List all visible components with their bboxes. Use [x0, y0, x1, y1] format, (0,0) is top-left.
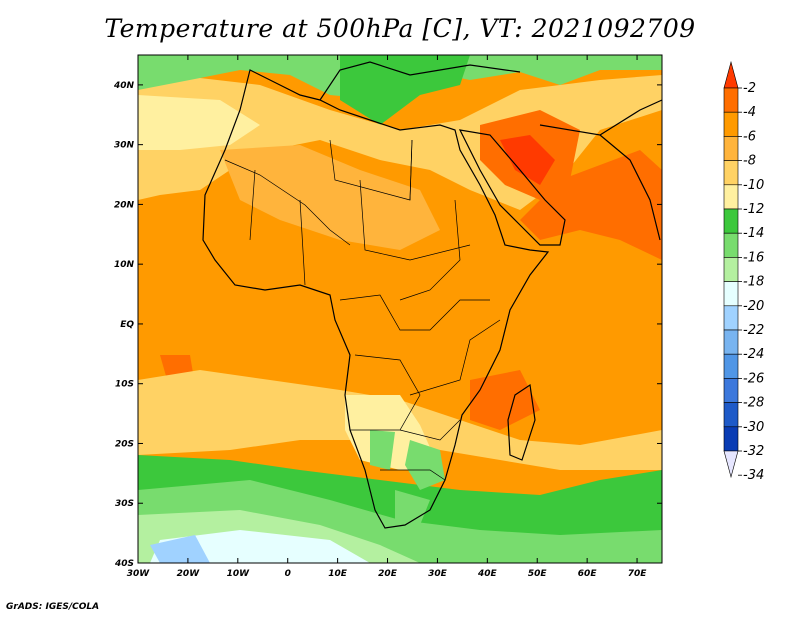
colorbar-label: -26 [743, 371, 764, 386]
colorbar-label: -16 [743, 250, 764, 265]
lon-tick-label: 10E [328, 569, 348, 579]
colorbar-swatch [723, 111, 739, 137]
colorbar-swatch [723, 232, 739, 258]
lat-tick-label: 30N [114, 141, 135, 151]
colorbar-swatch [723, 305, 739, 331]
colorbar-label: -28 [743, 396, 764, 411]
lat-tick-label: 10S [115, 380, 134, 390]
colorbar-label: -24 [743, 347, 764, 362]
colorbar-label: -6 [743, 129, 756, 144]
lon-tick-label: 40E [477, 569, 498, 579]
longitude-axis: 30W 20W 10W 0 10E 20E 30E 40E 50E 60E 70E [127, 55, 647, 579]
colorbar-swatch [723, 281, 739, 307]
colorbar-swatch [723, 257, 739, 282]
lat-tick-label: 10N [114, 260, 135, 270]
lon-tick-label: 10W [227, 569, 251, 579]
colorbar-label: -22 [743, 323, 764, 338]
lat-tick-label: 20N [114, 200, 135, 210]
colorbar-swatch [723, 136, 739, 161]
lon-tick-label: 20E [378, 569, 398, 579]
colorbar-label: -2 [743, 81, 756, 96]
colorbar-swatch [723, 426, 739, 452]
plot-frame [137, 54, 663, 564]
colorbar-label: -18 [743, 275, 764, 290]
colorbar-label: -34 [743, 468, 764, 483]
colorbar-swatch [723, 208, 739, 234]
coastlines [202, 61, 662, 529]
colorbar-label: -32 [743, 444, 764, 459]
colorbar-label: -8 [743, 154, 756, 169]
colorbar: -2 -4 -6 -8 -10 -12 -14 -16 -18 -20 -22 -24 -26 -28 -3… [723, 60, 764, 483]
lat-tick-label: EQ [120, 320, 134, 330]
colorbar-bottom-arrow [723, 450, 739, 479]
lat-tick-label: 40S [114, 559, 134, 569]
colorbar-label: -10 [743, 178, 764, 193]
colorbar-label: -14 [743, 226, 764, 241]
colorbar-label: -20 [743, 299, 764, 314]
lon-tick-label: 30E [428, 569, 448, 579]
lon-tick-label: 30W [127, 569, 151, 579]
colorbar-swatch [723, 184, 739, 210]
lon-tick-label: 0 [285, 569, 291, 579]
latitude-axis: 40N 30N 20N 10N EQ 10S 20S 30S 40S [113, 81, 662, 569]
colorbar-swatch [723, 353, 739, 379]
map-title: Temperature at 500hPa [C], VT: 202109270… [104, 14, 696, 43]
lat-tick-label: 40N [113, 81, 135, 91]
colorbar-swatch [723, 402, 739, 428]
lon-tick-label: 60E [578, 569, 598, 579]
colorbar-label: -12 [743, 202, 764, 217]
lat-tick-label: 20S [115, 439, 134, 449]
colorbar-swatch [723, 329, 739, 355]
temperature-field [138, 55, 662, 563]
lon-tick-label: 70E [628, 569, 648, 579]
political-borders [224, 139, 501, 481]
lon-tick-label: 20W [177, 569, 201, 579]
grads-credit: GrADS: IGES/COLA [6, 602, 100, 612]
colorbar-swatch [723, 87, 739, 113]
lon-tick-label: 50E [528, 569, 548, 579]
colorbar-swatch [723, 160, 739, 186]
colorbar-top-arrow [723, 60, 739, 89]
lat-tick-label: 30S [115, 499, 134, 509]
colorbar-label: -4 [743, 105, 756, 120]
colorbar-label: -30 [743, 420, 764, 435]
colorbar-swatch [723, 378, 739, 403]
